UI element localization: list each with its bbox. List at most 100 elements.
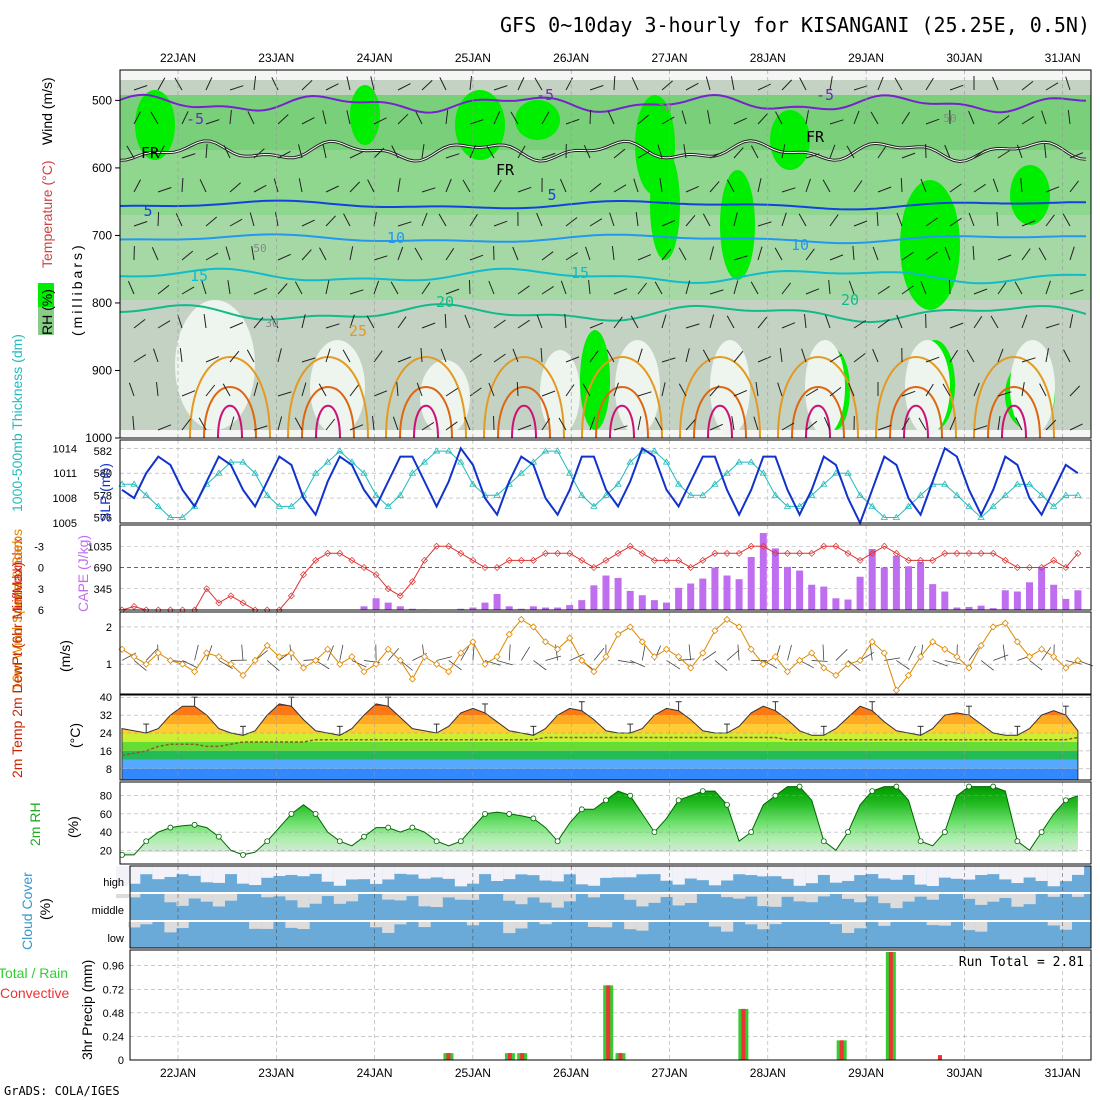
- thickness-point: [590, 502, 598, 509]
- lifted-index-point: [1062, 564, 1070, 571]
- cape-label: CAPE (J/kg): [75, 535, 91, 612]
- rh-high-patch: [650, 150, 680, 260]
- day-label-bottom: 30JAN: [946, 1066, 982, 1080]
- thickness-point: [384, 502, 392, 509]
- thickness-point: [1037, 491, 1046, 498]
- wind-barb: [205, 119, 220, 125]
- wind10m-barb: [932, 660, 948, 667]
- wind-barb: [156, 382, 159, 397]
- rh-label: RH (%): [39, 289, 55, 335]
- wind-barb: [157, 284, 170, 295]
- thickness-point: [614, 480, 622, 487]
- wind-barb: [541, 251, 554, 261]
- thickness-point: [1013, 480, 1022, 487]
- thickness-point: [432, 447, 441, 454]
- wind10m-barb: [944, 660, 961, 665]
- slp-tick-label: 1014: [53, 443, 77, 455]
- wind-barb: [896, 212, 903, 227]
- lifted-index-point: [687, 564, 695, 571]
- wind-barb: [702, 349, 711, 363]
- wind-barb: [415, 111, 423, 125]
- wind-barb: [685, 82, 699, 91]
- slp-tick-label: 1005: [53, 518, 77, 530]
- wind-barb: [517, 145, 526, 159]
- cape-bar: [941, 591, 949, 610]
- wind-barb: [846, 145, 855, 159]
- wind-barb: [153, 348, 159, 363]
- lifted-index-point: [638, 549, 646, 557]
- rh2m-point: [530, 815, 537, 822]
- wind-barb: [1021, 382, 1025, 397]
- isotherm-30: [889, 386, 943, 438]
- cloud-gap: [454, 866, 467, 887]
- wind10m-barb: [533, 660, 547, 671]
- lifted-index-point: [421, 556, 428, 564]
- wind-barb: [397, 356, 412, 363]
- wind-barb: [253, 184, 267, 193]
- wind-barb: [229, 416, 235, 431]
- isotherm-25: [777, 356, 859, 438]
- wind-barb: [949, 322, 964, 329]
- cloud-gap: [515, 894, 528, 905]
- wind-barb: [992, 178, 999, 193]
- cloud-gap: [975, 866, 988, 875]
- wind-barb: [1015, 417, 1023, 431]
- cloud-gap: [152, 866, 165, 880]
- wind-tick-label: 1: [106, 659, 112, 671]
- wind-barb: [901, 417, 910, 431]
- rh2m-line: [122, 786, 1079, 856]
- wind-barb: [757, 246, 763, 261]
- lifted-index-point: [239, 599, 247, 607]
- rh-tick-label: 20: [100, 845, 112, 857]
- thickness-tick-label: 580: [94, 468, 112, 480]
- wind-barb: [416, 382, 423, 397]
- wind-barb: [560, 280, 567, 295]
- wind-barb: [198, 417, 207, 431]
- lifted-index-point: [457, 549, 465, 557]
- wind-barb: [733, 117, 747, 125]
- temp-band: [122, 750, 1078, 760]
- wind10m-point: [989, 623, 997, 631]
- cloud-gap: [1047, 894, 1060, 897]
- cloud-gap: [817, 866, 830, 875]
- thickness-point: [178, 513, 187, 520]
- wind-barb: [654, 281, 663, 295]
- wind-barb: [757, 178, 762, 193]
- wind-barb: [685, 323, 700, 329]
- cloud-gap: [382, 866, 395, 880]
- wind-barb: [805, 153, 820, 159]
- upper-ytick-label: 1000: [85, 431, 112, 445]
- wind10m-point: [699, 649, 707, 657]
- cloud-gap: [1011, 866, 1024, 884]
- wind-barb: [373, 117, 387, 125]
- cloud-gap: [708, 866, 722, 886]
- cape-bar: [566, 605, 574, 610]
- lifted-index-point: [771, 549, 779, 557]
- wind10m-barb: [496, 660, 513, 666]
- wind10m-point: [312, 656, 320, 665]
- wind-barb: [277, 150, 291, 159]
- wind-barb: [201, 280, 207, 295]
- wind-barb: [589, 416, 596, 431]
- wind-barb: [205, 143, 208, 159]
- wind10m-point: [517, 615, 525, 624]
- cloud-gap: [684, 866, 697, 879]
- cloud-gap: [793, 894, 806, 902]
- lifted-index-point: [578, 556, 586, 564]
- wind-barb: [373, 255, 388, 261]
- cloud-gap: [212, 866, 225, 883]
- temp-tick-label: 24: [100, 728, 112, 740]
- wind-barb: [997, 254, 1012, 261]
- rh2m-point: [917, 838, 924, 845]
- cloud-gap: [164, 922, 177, 933]
- wind-barb: [469, 119, 484, 125]
- wind-barb: [944, 144, 951, 159]
- wind-barb: [275, 212, 279, 227]
- cape-bar: [723, 575, 731, 610]
- slp-panel-frame: [119, 439, 1092, 524]
- cape-bar: [929, 584, 937, 610]
- wind-barb: [1045, 186, 1060, 193]
- wind10m-point: [396, 656, 404, 665]
- contour-label: 5: [547, 186, 556, 204]
- wind-barb: [829, 119, 844, 125]
